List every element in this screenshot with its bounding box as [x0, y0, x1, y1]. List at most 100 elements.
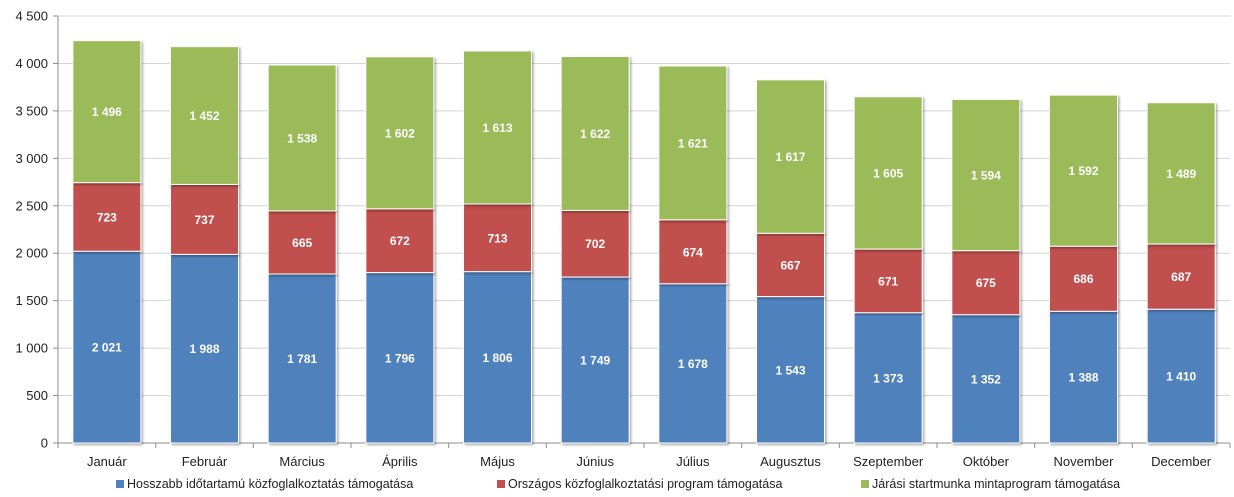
bar-segment — [951, 98, 1021, 252]
bar-segment — [1146, 308, 1216, 444]
legend-swatch — [861, 480, 869, 488]
bar-segment — [170, 253, 239, 444]
y-tick-label: 500 — [26, 388, 48, 403]
bar-segment — [756, 79, 825, 234]
data-label: 713 — [487, 231, 507, 245]
bar-segment — [267, 273, 337, 444]
data-label: 1 617 — [775, 150, 805, 164]
bar-segment — [951, 314, 1021, 444]
data-label: 1 496 — [92, 105, 122, 119]
x-category-label: Június — [576, 454, 614, 469]
data-label: 1 538 — [287, 131, 317, 145]
x-category-label: December — [1151, 454, 1212, 469]
bar-segment — [463, 50, 532, 205]
bar-segment — [658, 283, 728, 444]
data-label: 1 613 — [482, 121, 512, 135]
x-category-label: Január — [87, 454, 127, 469]
bar-segment — [951, 250, 1021, 316]
legend-swatch — [497, 480, 505, 488]
data-label: 1 622 — [580, 127, 610, 141]
data-label: 723 — [97, 210, 117, 224]
data-label: 1 592 — [1068, 164, 1098, 178]
data-label: 1 602 — [385, 126, 415, 140]
legend-item-label: Hosszabb időtartamú közfoglalkoztatás tá… — [127, 477, 413, 491]
bar-segment — [365, 56, 435, 210]
bar-segment — [756, 296, 825, 444]
bar-segment — [170, 183, 239, 255]
data-label: 1 796 — [385, 351, 415, 365]
data-label: 1 489 — [1166, 167, 1196, 181]
bar-segment — [853, 96, 923, 250]
data-label: 1 352 — [971, 372, 1001, 386]
data-label: 702 — [585, 237, 605, 251]
x-category-label: Július — [676, 454, 710, 469]
y-tick-label: 0 — [41, 436, 48, 451]
bar-segment — [170, 46, 239, 185]
y-tick-label: 3 500 — [15, 103, 48, 118]
data-label: 1 749 — [580, 354, 610, 368]
data-label: 1 543 — [775, 363, 805, 377]
data-label: 671 — [878, 274, 898, 288]
x-category-label: November — [1054, 454, 1115, 469]
y-tick-label: 1 500 — [15, 293, 48, 308]
bar-segment — [560, 56, 630, 211]
data-label: 686 — [1073, 272, 1093, 286]
bar-segment — [463, 271, 532, 444]
x-category-label: Május — [480, 454, 515, 469]
data-label: 1 621 — [678, 136, 708, 150]
legend-item-label: Országos közfoglalkoztatási program támo… — [508, 477, 782, 491]
data-label: 1 594 — [971, 169, 1001, 183]
gridlines — [58, 15, 1230, 397]
data-label: 1 781 — [287, 352, 317, 366]
data-label: 675 — [976, 276, 996, 290]
x-category-label: Április — [382, 454, 418, 469]
axes: 0 500 1 000 1 500 2 000 2 500 3 000 3 500 4 000 4… — [15, 9, 1231, 469]
data-labels: 2 021 723 1 496 1 988 737 1 452 1 781 665 1 538 1… — [92, 105, 1197, 386]
data-label: 1 605 — [873, 166, 903, 180]
data-label: 1 373 — [873, 371, 903, 385]
data-label: 1 678 — [678, 357, 708, 371]
bar-segment — [365, 208, 435, 274]
bar-segment — [267, 210, 337, 275]
data-label: 1 988 — [189, 342, 219, 356]
data-label: 1 452 — [189, 109, 219, 123]
bars — [72, 40, 1216, 444]
data-label: 667 — [780, 258, 800, 272]
y-tick-label: 1 000 — [15, 341, 48, 356]
bar-segment — [1146, 102, 1216, 245]
bar-segment — [658, 219, 728, 285]
x-category-label: Február — [182, 454, 228, 469]
data-label: 1 806 — [482, 351, 512, 365]
data-label: 674 — [683, 245, 703, 259]
y-tick-label: 3 000 — [15, 151, 48, 166]
bar-segment — [267, 64, 337, 212]
bar-segment — [72, 250, 142, 444]
y-tick-label: 2 000 — [15, 246, 48, 261]
bar-segment — [658, 65, 728, 221]
x-category-label: Március — [279, 454, 325, 469]
bar-segment — [560, 276, 630, 444]
bar-segment — [1049, 310, 1118, 444]
legend-swatch — [116, 480, 124, 488]
bar-segment — [463, 203, 532, 273]
x-category-label: Augusztus — [760, 454, 821, 469]
bar-segment — [72, 40, 142, 184]
legend: Hosszabb időtartamú közfoglalkoztatás tá… — [116, 477, 1120, 491]
bar-segment — [853, 312, 923, 444]
y-tick-label: 2 500 — [15, 198, 48, 213]
x-category-label: Szeptember — [853, 454, 924, 469]
bar-segment — [853, 248, 923, 314]
data-label: 1 388 — [1068, 371, 1098, 385]
y-tick-label: 4 000 — [15, 56, 48, 71]
data-label: 665 — [292, 236, 312, 250]
bar-segment — [72, 182, 142, 252]
bar-segment — [365, 272, 435, 444]
data-label: 672 — [390, 234, 410, 248]
data-label: 1 410 — [1166, 370, 1196, 384]
x-category-label: Október — [963, 454, 1010, 469]
bar-segment — [1049, 245, 1118, 312]
data-label: 2 021 — [92, 341, 122, 355]
y-tick-label: 4 500 — [15, 9, 48, 24]
data-label: 737 — [194, 213, 214, 227]
